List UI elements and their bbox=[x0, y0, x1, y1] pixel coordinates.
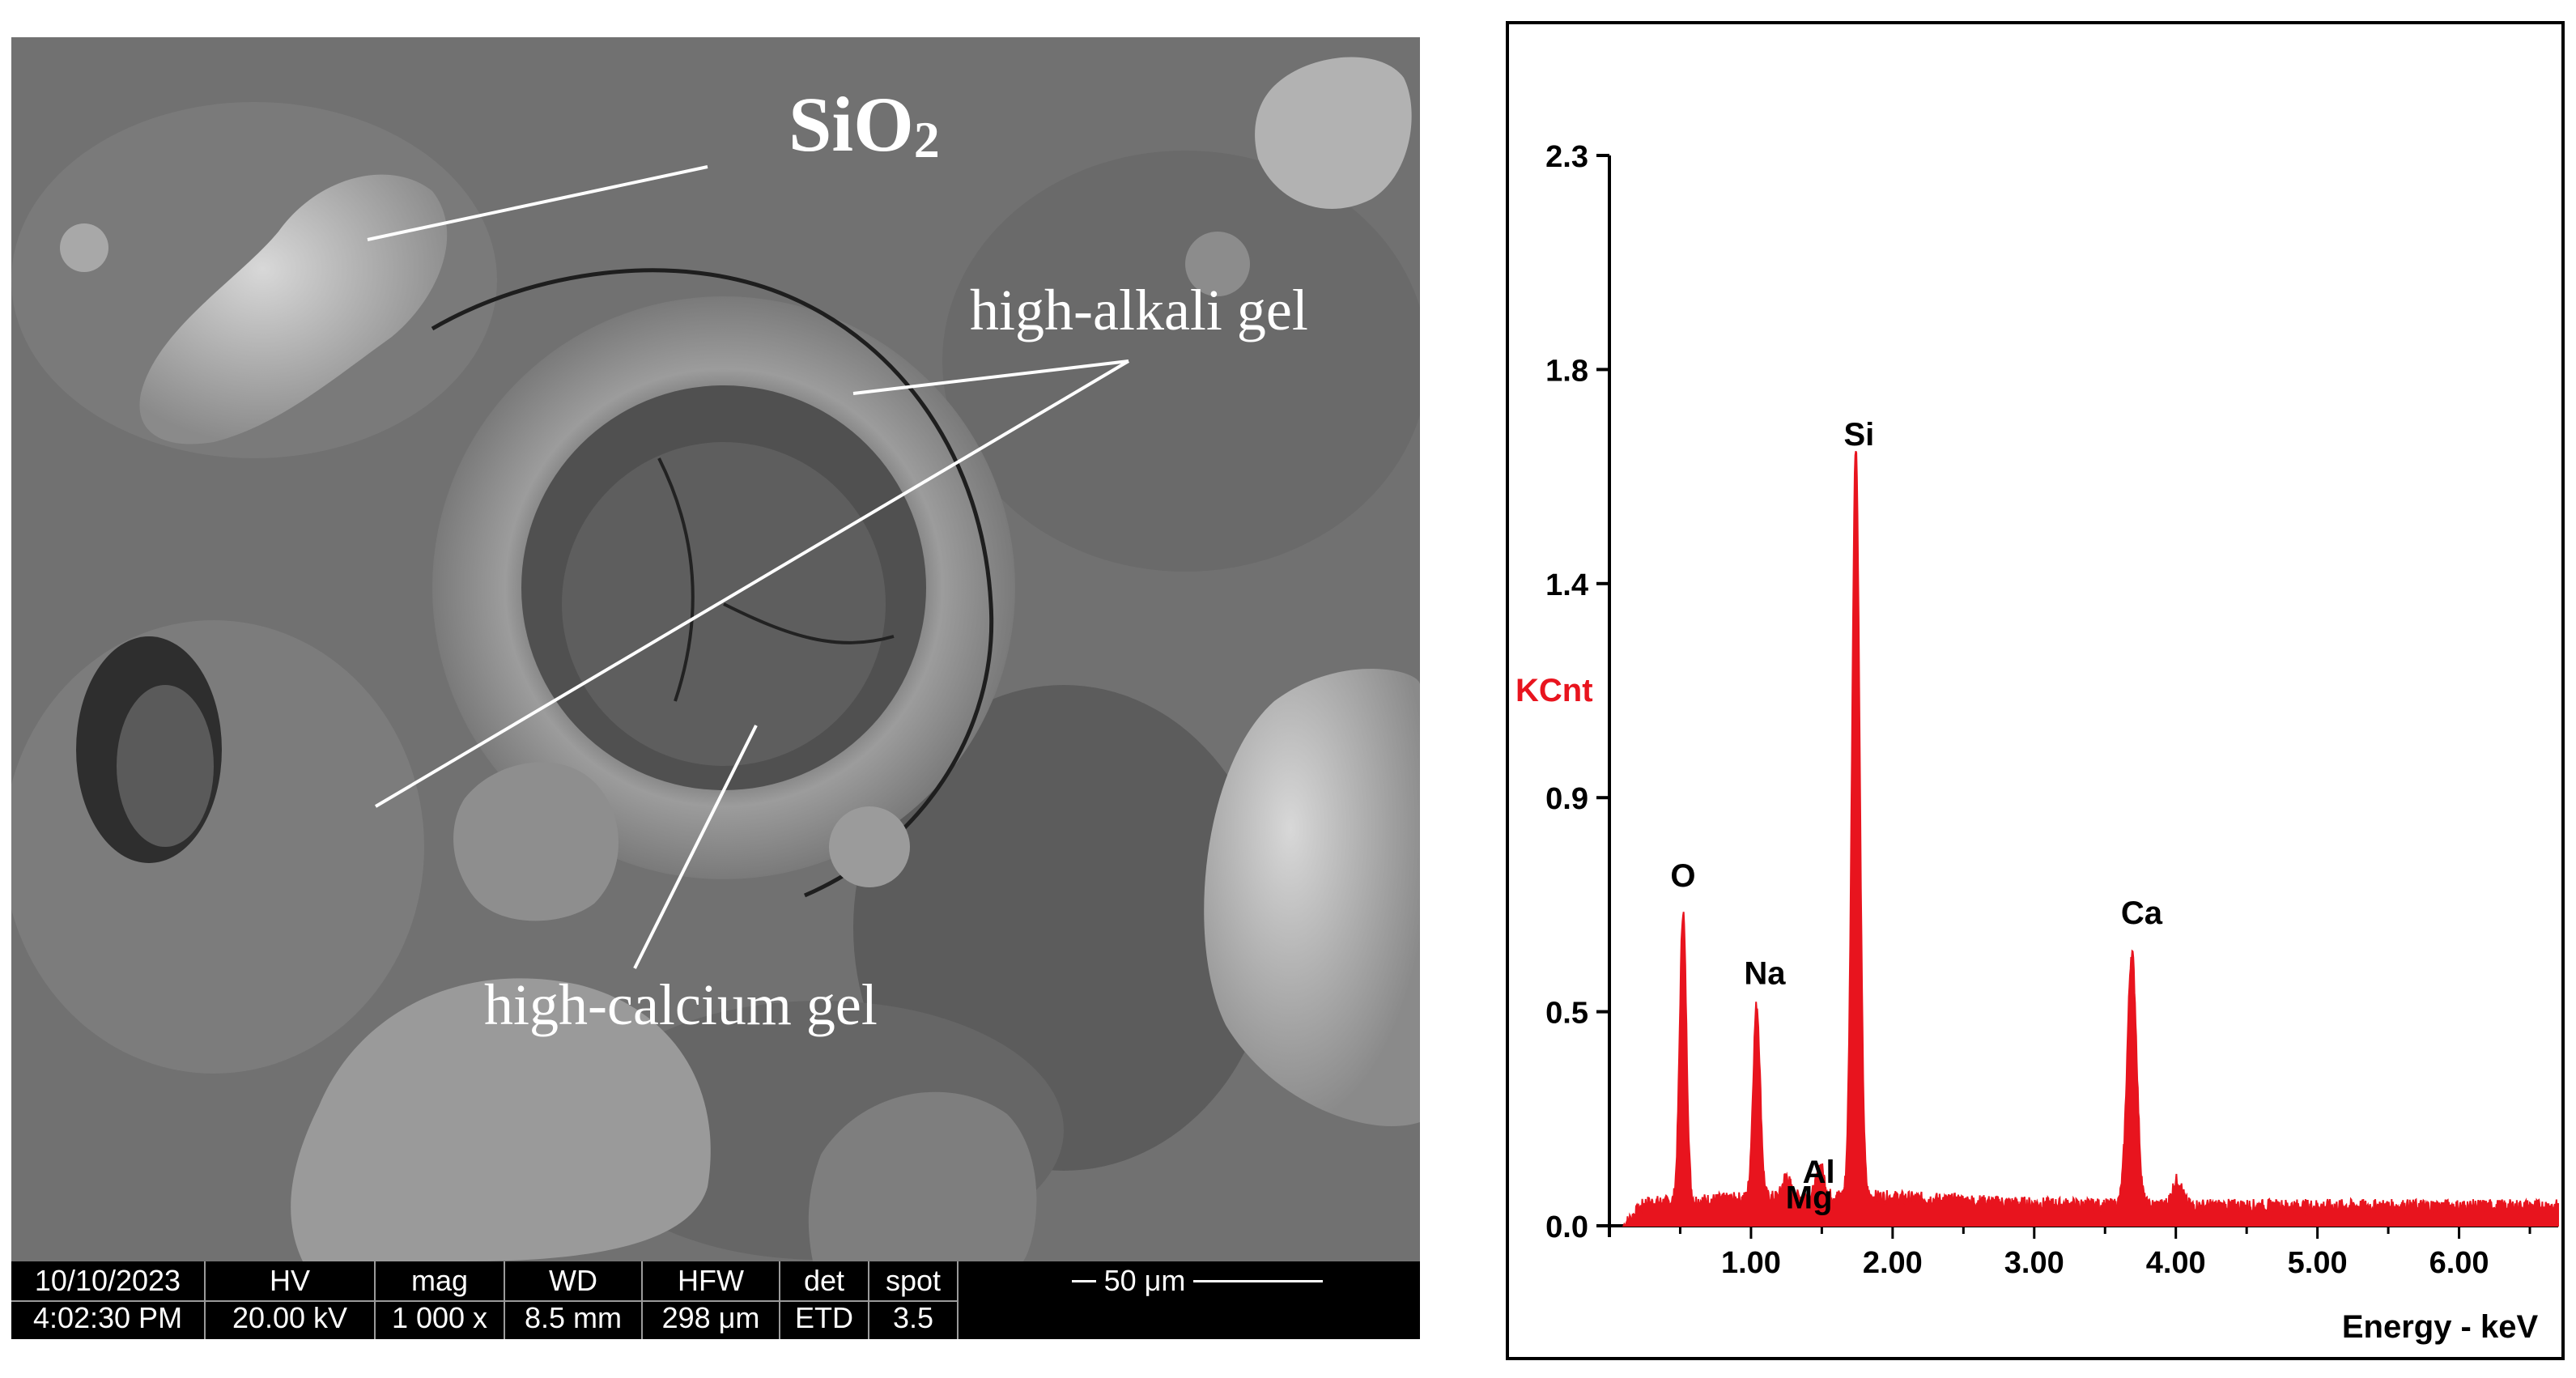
eds-spectrum-chart: 0.0 0.5 0.9 1.4 1.8 2.3 1.00 2.00 3.00 4.00 5.00 6… bbox=[1515, 140, 2559, 1345]
wd-label: WD bbox=[549, 1264, 597, 1297]
date-text: 10/10/2023 bbox=[34, 1264, 181, 1297]
mag-cell: mag 1 000 x bbox=[376, 1261, 505, 1339]
high-calcium-leader-line bbox=[633, 725, 758, 969]
hfw-value: 298 μm bbox=[661, 1301, 760, 1334]
hv-label: HV bbox=[269, 1264, 310, 1297]
wd-value: 8.5 mm bbox=[524, 1301, 623, 1334]
eds-axes bbox=[1596, 155, 2558, 1237]
x-tick-label: 2.00 bbox=[1863, 1246, 1923, 1280]
scale-bar-left bbox=[1072, 1280, 1096, 1282]
high-alkali-gel-label: high-alkali gel bbox=[970, 278, 1308, 342]
peak-label-mg: Mg bbox=[1786, 1180, 1833, 1215]
peak-label-al: Al bbox=[1803, 1155, 1835, 1190]
spot-label: spot bbox=[885, 1264, 942, 1297]
y-tick-label: 1.8 bbox=[1545, 354, 1588, 388]
y-tick-label: 0.9 bbox=[1545, 782, 1588, 816]
hfw-cell: HFW 298 μm bbox=[643, 1261, 780, 1339]
x-tick-label: 5.00 bbox=[2288, 1246, 2348, 1280]
x-tick-label: 4.00 bbox=[2146, 1246, 2206, 1280]
eds-x-ticks: 1.00 2.00 3.00 4.00 5.00 6.00 bbox=[1678, 1226, 2531, 1280]
high-alkali-leader-line-2 bbox=[374, 359, 1130, 808]
eds-y-ticks: 0.0 0.5 0.9 1.4 1.8 2.3 bbox=[1545, 140, 1609, 1244]
sio2-label: SiO2 bbox=[789, 81, 940, 168]
x-axis-label: Energy - keV bbox=[2342, 1309, 2539, 1345]
wd-cell: WD 8.5 mm bbox=[505, 1261, 643, 1339]
date-time-cell: 10/10/2023 4:02:30 PM bbox=[11, 1261, 206, 1339]
peak-label-o: O bbox=[1670, 858, 1695, 894]
spot-cell: spot 3.5 bbox=[869, 1261, 959, 1339]
data-bar-divider bbox=[11, 1300, 959, 1302]
det-label: det bbox=[803, 1264, 845, 1297]
eds-spectrum-panel: 0.0 0.5 0.9 1.4 1.8 2.3 1.00 2.00 3.00 4.00 5.00 6… bbox=[1506, 21, 2565, 1360]
x-tick-label: 6.00 bbox=[2429, 1246, 2489, 1280]
x-tick-label: 3.00 bbox=[2004, 1246, 2064, 1280]
det-cell: det ETD bbox=[780, 1261, 869, 1339]
sem-image bbox=[11, 37, 1420, 1261]
spot-value: 3.5 bbox=[892, 1301, 934, 1334]
hv-value: 20.00 kV bbox=[232, 1301, 348, 1334]
det-value: ETD bbox=[795, 1301, 853, 1334]
peak-label-ca: Ca bbox=[2121, 895, 2163, 931]
scale-bar-right bbox=[1193, 1280, 1323, 1282]
eds-spectrum-line bbox=[1622, 450, 2559, 1227]
time-text: 4:02:30 PM bbox=[32, 1301, 183, 1334]
x-tick-label: 1.00 bbox=[1721, 1246, 1781, 1280]
mag-label: mag bbox=[410, 1264, 469, 1297]
sem-micrograph: SiO2 high-alkali gel high-calcium gel bbox=[11, 37, 1420, 1261]
peak-label-na: Na bbox=[1744, 956, 1786, 992]
y-tick-label: 0.0 bbox=[1545, 1210, 1588, 1244]
mag-value: 1 000 x bbox=[391, 1301, 488, 1334]
y-tick-label: 1.4 bbox=[1545, 568, 1588, 602]
peak-label-si: Si bbox=[1843, 417, 1874, 453]
sio2-leader-line bbox=[367, 165, 708, 241]
y-axis-label: KCnt bbox=[1515, 673, 1593, 708]
y-tick-label: 2.3 bbox=[1545, 140, 1588, 174]
hv-cell: HV 20.00 kV bbox=[206, 1261, 376, 1339]
high-alkali-leader-line-1 bbox=[852, 359, 1129, 395]
high-calcium-gel-label: high-calcium gel bbox=[484, 972, 878, 1037]
y-tick-label: 0.5 bbox=[1545, 997, 1588, 1031]
hfw-label: HFW bbox=[678, 1264, 744, 1297]
sem-data-bar: 10/10/2023 4:02:30 PM HV 20.00 kV mag 1 … bbox=[11, 1261, 1420, 1339]
scale-bar-label: 50 μm bbox=[1103, 1264, 1186, 1297]
